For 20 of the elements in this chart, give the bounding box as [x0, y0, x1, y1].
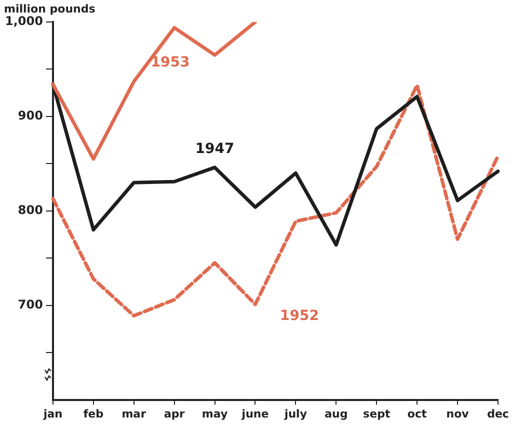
x-tick-label: sept — [363, 407, 390, 420]
x-tick-label: oct — [407, 407, 427, 420]
x-tick-label: jan — [42, 407, 62, 420]
y-tick-label: 800 — [18, 203, 43, 218]
series-label: 1947 — [195, 141, 234, 158]
x-tick-label: mar — [122, 407, 147, 420]
x-tick-label: feb — [83, 407, 104, 420]
y-tick-label: 700 — [18, 297, 43, 312]
y-tick-label: 1,000 — [4, 14, 43, 28]
x-tick-label: june — [240, 407, 269, 420]
x-tick-label: nov — [446, 407, 470, 420]
series-label: 1953 — [150, 54, 190, 71]
y-tick-label: 900 — [18, 108, 43, 123]
y-axis-title: million pounds — [4, 2, 96, 16]
x-tick-label: may — [202, 407, 228, 420]
x-tick-label: aug — [324, 407, 348, 420]
x-tick-label: dec — [487, 407, 509, 420]
series-label: 1952 — [280, 308, 319, 324]
x-tick-label: july — [283, 407, 307, 420]
x-tick-label: apr — [164, 407, 186, 420]
